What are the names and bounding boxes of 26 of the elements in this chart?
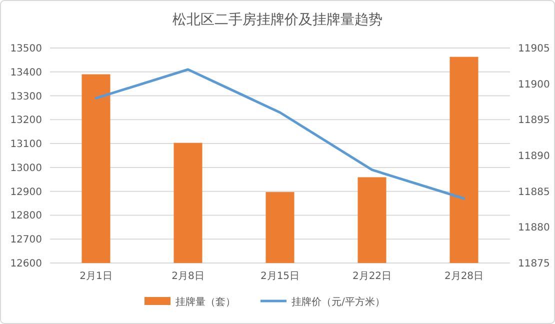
legend-label: 挂牌量（套）	[176, 296, 236, 308]
y-tick-label: 13500	[10, 44, 42, 54]
x-tick-label: 2月1日	[80, 271, 112, 282]
y-tick-label: 13000	[10, 162, 42, 174]
x-tick-label: 2月15日	[260, 271, 300, 282]
y-tick-label: 13200	[10, 115, 42, 126]
legend-label: 挂牌价（元/平方米）	[292, 296, 385, 308]
line-series	[94, 68, 466, 200]
y2-tick-label: 11905	[518, 44, 550, 54]
y-tick-label: 13400	[10, 67, 42, 78]
y-tick-label: 13300	[10, 91, 42, 102]
y-tick-label: 13100	[10, 139, 42, 150]
y2-tick-label: 11895	[518, 115, 550, 126]
y2-tick-label: 11880	[518, 222, 550, 234]
y-tick-label: 12800	[10, 210, 42, 222]
x-tick-label: 2月22日	[352, 271, 392, 282]
y2-tick-label: 11885	[518, 186, 550, 198]
y2-tick-label: 11890	[518, 151, 550, 162]
y-tick-label: 12700	[10, 234, 42, 246]
x-tick-label: 2月28日	[444, 271, 484, 282]
y-tick-label: 12600	[10, 258, 42, 270]
y-tick-label: 12900	[10, 186, 42, 198]
chart-title: 松北区二手房挂牌价及挂牌量趋势	[172, 12, 382, 28]
y2-tick-label: 11900	[518, 79, 550, 90]
x-tick-label: 2月8日	[172, 271, 204, 282]
y2-tick-label: 11875	[518, 258, 550, 270]
